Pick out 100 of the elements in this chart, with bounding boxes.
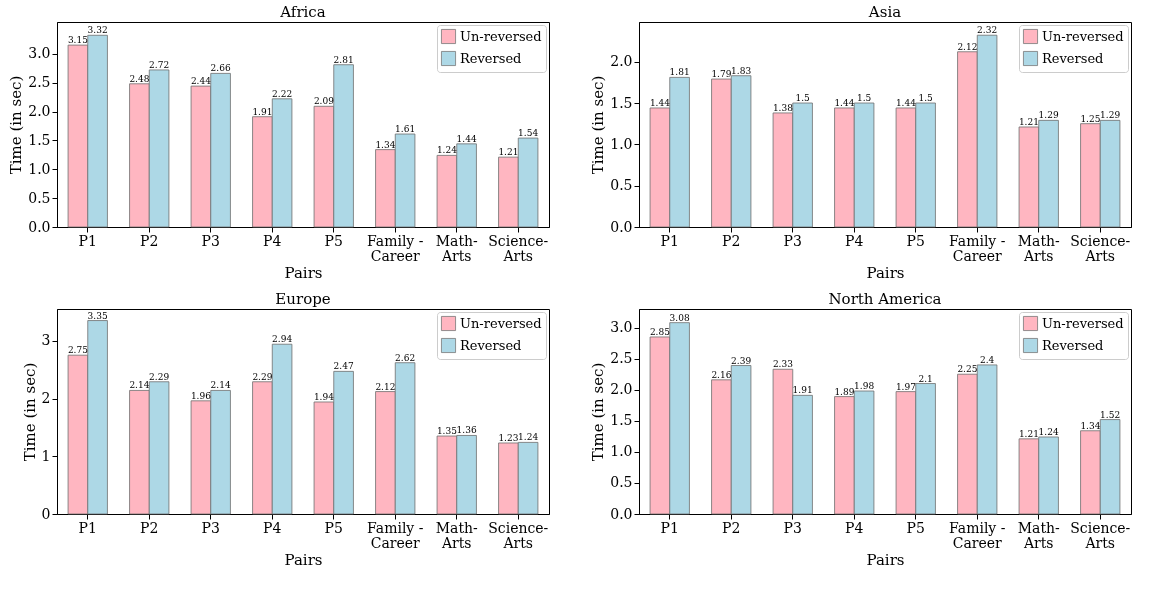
x-tick-label: P2 — [722, 232, 741, 249]
y-tick-label: 1.5 — [28, 131, 51, 148]
data-label: 1.61 — [395, 124, 416, 135]
x-tick-label: P1 — [78, 519, 97, 536]
x-tick-label: Science- Arts — [1070, 232, 1131, 264]
y-tick-label: 1.0 — [610, 135, 633, 152]
data-label: 2.66 — [210, 63, 231, 74]
chart-title: Asia — [867, 3, 902, 21]
chart-title: North America — [828, 290, 942, 308]
y-tick-label: 0.5 — [610, 177, 633, 194]
x-tick-label: P3 — [783, 232, 802, 249]
y-tick-label: 2.0 — [610, 381, 633, 398]
data-label: 1.89 — [834, 386, 855, 397]
data-label: 1.96 — [190, 390, 212, 401]
data-label: 1.34 — [375, 139, 396, 150]
x-tick-label: Science- Arts — [488, 232, 549, 264]
x-tick-label: P4 — [845, 519, 864, 536]
y-tick-label: 1 — [41, 447, 51, 464]
legend-label: Reversed — [460, 50, 522, 66]
legend-label: Reversed — [460, 337, 522, 353]
y-axis-title: Time (in sec) — [589, 362, 608, 462]
data-label: 1.35 — [436, 426, 458, 437]
y-tick-label: 2.5 — [610, 350, 633, 367]
data-label: 2.44 — [190, 76, 212, 87]
x-tick-label: Science- Arts — [1070, 519, 1131, 551]
data-label: 1.21 — [1018, 116, 1039, 127]
data-label: 2.12 — [375, 381, 396, 392]
data-label: 1.83 — [731, 65, 752, 76]
x-tick-label: P4 — [263, 519, 282, 536]
x-tick-label: Family - Career — [367, 519, 424, 551]
data-label: 1.91 — [252, 106, 273, 117]
data-label: 2.29 — [252, 371, 273, 382]
data-label: 1.52 — [1100, 409, 1121, 420]
y-tick-label: 1.0 — [28, 160, 51, 177]
data-label: 1.44 — [456, 133, 477, 144]
data-label: 1.79 — [711, 69, 732, 80]
y-tick-label: 0 — [41, 505, 51, 522]
x-axis-title: Pairs — [866, 550, 905, 569]
data-label: 1.91 — [792, 385, 813, 396]
data-label: 2.22 — [272, 88, 293, 99]
data-label: 1.21 — [1018, 428, 1039, 439]
data-label: 3.35 — [87, 310, 108, 321]
data-label: 2.33 — [772, 359, 794, 370]
data-label: 2.09 — [313, 96, 335, 107]
y-tick-label: 1.5 — [610, 412, 633, 429]
data-label: 1.5 — [856, 93, 872, 104]
data-label: 1.54 — [518, 128, 539, 139]
data-label: 1.97 — [895, 381, 917, 392]
y-axis-title: Time (in sec) — [20, 362, 39, 462]
data-label: 2.4 — [979, 354, 995, 365]
x-tick-label: P2 — [140, 232, 159, 249]
data-label: 1.44 — [895, 97, 917, 108]
x-tick-label: P3 — [783, 519, 802, 536]
x-tick-label: Math- Arts — [1017, 232, 1061, 264]
data-label: 3.08 — [669, 312, 690, 323]
data-label: 2.39 — [731, 355, 752, 366]
x-tick-label: P2 — [140, 519, 159, 536]
x-tick-label: Math- Arts — [1017, 519, 1061, 551]
y-tick-label: 1.0 — [610, 443, 633, 460]
data-label: 2.72 — [149, 59, 170, 70]
y-tick-label: 2.5 — [28, 74, 51, 91]
x-tick-label: Math- Arts — [435, 232, 479, 264]
x-tick-label: Family - Career — [949, 519, 1006, 551]
data-label: 2.14 — [129, 380, 150, 391]
x-tick-label: P3 — [201, 519, 220, 536]
data-label: 2.81 — [333, 54, 354, 65]
data-label: 1.98 — [854, 381, 875, 391]
x-tick-label: P5 — [324, 519, 343, 536]
data-label: 2.48 — [129, 73, 150, 84]
data-label: 2.85 — [649, 326, 671, 337]
data-label: 1.94 — [313, 391, 335, 402]
data-label: 2.14 — [210, 380, 231, 391]
x-tick-label: P1 — [660, 232, 679, 249]
legend-label: Reversed — [1042, 50, 1104, 66]
y-tick-label: 0.0 — [610, 218, 633, 235]
y-tick-label: 1.5 — [610, 94, 633, 111]
legend-label: Un-reversed — [460, 315, 542, 331]
y-tick-label: 0.5 — [28, 189, 51, 206]
x-axis-title: Pairs — [866, 263, 905, 282]
data-label: 1.24 — [436, 145, 458, 156]
data-label: 2.47 — [333, 361, 354, 372]
x-tick-label: P3 — [201, 232, 220, 249]
y-axis-title: Time (in sec) — [589, 75, 608, 175]
x-tick-label: Family - Career — [949, 232, 1006, 264]
legend-label: Un-reversed — [1042, 315, 1124, 331]
y-tick-label: 2.0 — [28, 103, 51, 120]
data-label: 1.81 — [669, 67, 690, 78]
y-axis-title: Time (in sec) — [7, 75, 26, 175]
chart-title: Europe — [275, 290, 331, 308]
data-label: 1.34 — [1080, 420, 1101, 431]
data-label: 2.25 — [957, 364, 978, 375]
data-label: 1.5 — [795, 93, 811, 104]
data-label: 1.29 — [1038, 110, 1059, 121]
data-label: 1.44 — [649, 97, 671, 108]
x-tick-label: P5 — [906, 519, 925, 536]
x-tick-label: P1 — [660, 519, 679, 536]
y-tick-label: 3.0 — [610, 319, 633, 336]
data-label: 1.5 — [918, 93, 934, 104]
x-axis-title: Pairs — [284, 550, 323, 569]
data-label: 1.36 — [456, 425, 477, 436]
